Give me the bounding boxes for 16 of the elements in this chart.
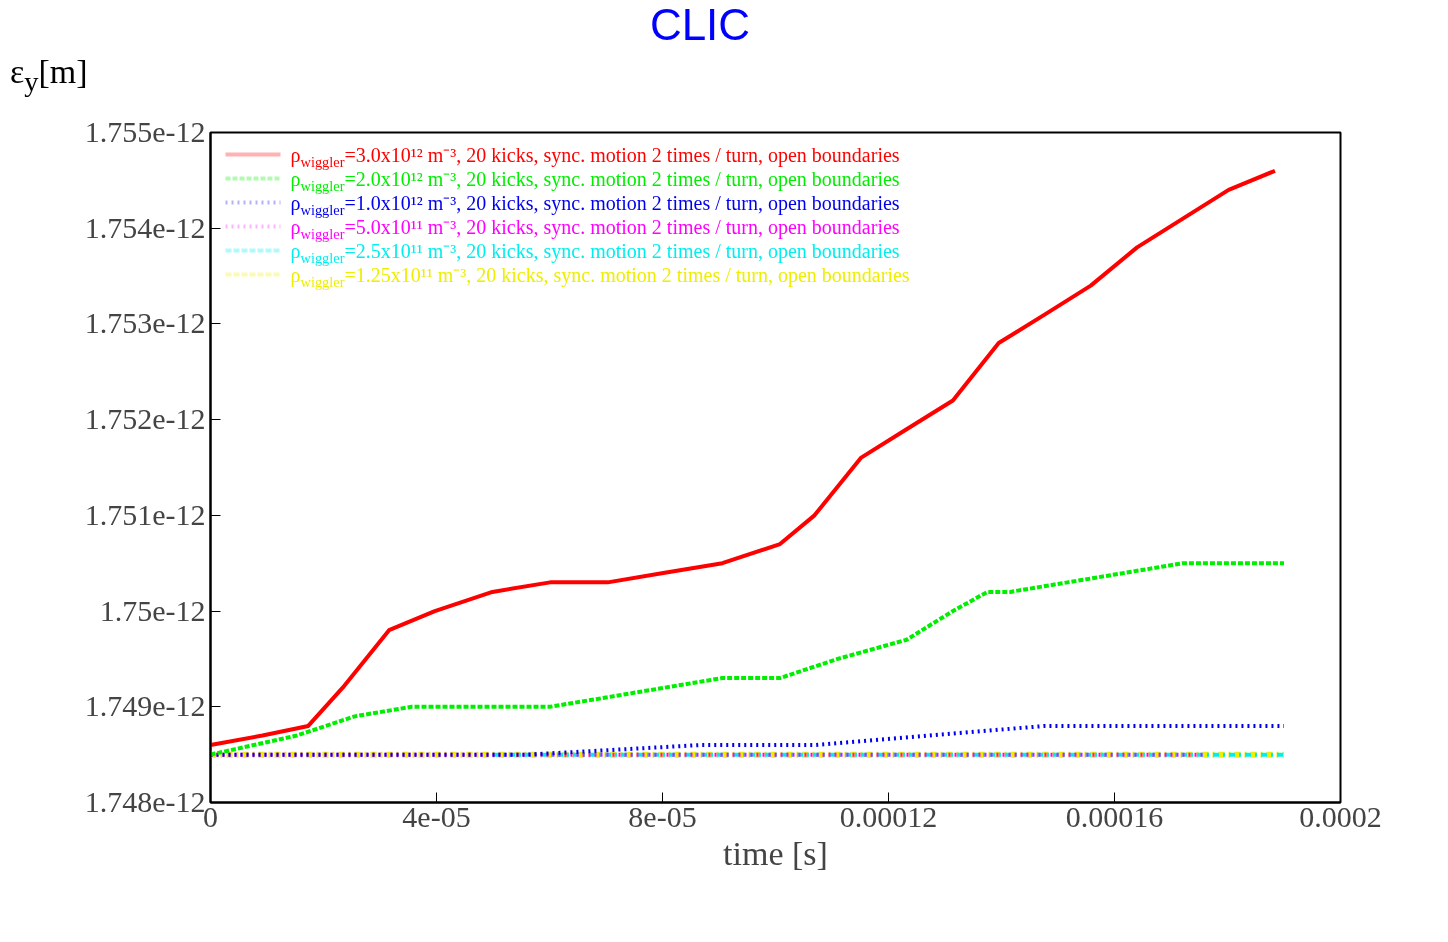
y-tick-label: 1.755e-12 <box>84 115 206 148</box>
x-axis-title: time [s] <box>723 834 828 872</box>
y-tick-label: 1.749e-12 <box>84 689 206 723</box>
y-tick-label: 1.75e-12 <box>99 593 206 627</box>
x-tick-label: 0.0002 <box>1299 799 1382 833</box>
x-tick-label: 0.00012 <box>839 799 938 833</box>
chart-title: CLIC <box>648 0 752 50</box>
y-tick-label: 1.753e-12 <box>84 306 206 340</box>
y-axis-title: ε$_{y}$[m] <box>9 52 88 99</box>
y-tick-label: 1.752e-12 <box>84 402 206 436</box>
x-tick-label: 0.00016 <box>1065 799 1164 833</box>
y-tick-label: 1.754e-12 <box>84 210 206 244</box>
x-tick-label: 0 <box>203 799 218 833</box>
y-tick-label: 1.751e-12 <box>84 497 206 531</box>
x-tick-label: 8e-05 <box>628 799 697 833</box>
x-tick-label: 4e-05 <box>402 799 471 833</box>
